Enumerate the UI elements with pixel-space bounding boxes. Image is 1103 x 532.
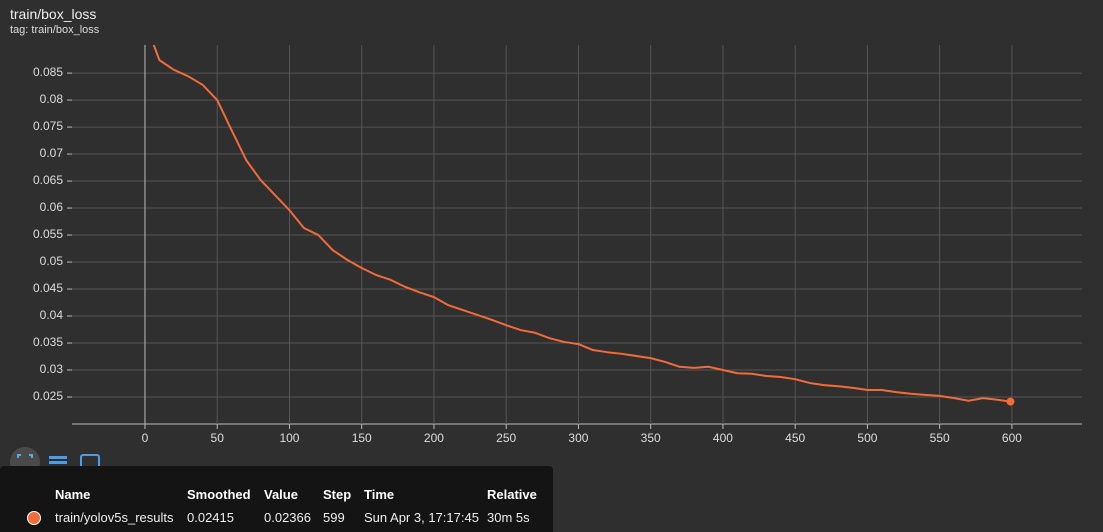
card-title: train/box_loss xyxy=(10,6,97,22)
col-relative: Relative xyxy=(487,487,537,502)
y-tick-label: 0.085 xyxy=(33,65,63,79)
x-tick-label: 150 xyxy=(352,431,372,445)
run-name: train/yolov5s_results xyxy=(55,510,174,525)
x-tick-label: 0 xyxy=(142,431,149,445)
run-swatch xyxy=(27,511,41,525)
y-tick-label: 0.04 xyxy=(40,308,64,322)
relative: 30m 5s xyxy=(487,510,530,525)
fit-icon xyxy=(17,454,33,470)
y-tick-label: 0.065 xyxy=(33,173,63,187)
x-tick-label: 450 xyxy=(785,431,805,445)
x-tick-label: 600 xyxy=(1002,431,1022,445)
x-tick-label: 550 xyxy=(930,431,950,445)
y-tick-label: 0.08 xyxy=(40,92,64,106)
y-tick-label: 0.025 xyxy=(33,389,63,403)
smoothed-value: 0.02415 xyxy=(187,510,234,525)
y-tick-label: 0.05 xyxy=(40,254,64,268)
x-tick-label: 50 xyxy=(211,431,225,445)
y-tick-label: 0.045 xyxy=(33,281,63,295)
end-point xyxy=(1006,397,1015,406)
col-name: Name xyxy=(55,487,91,502)
col-time: Time xyxy=(364,487,395,502)
x-tick-label: 350 xyxy=(641,431,661,445)
chart: 0.025 0.03 0.035 0.04 0.045 0.05 0.055 0.06 0.06… xyxy=(33,45,1082,445)
x-tick-label: 400 xyxy=(713,431,733,445)
col-smoothed: Smoothed xyxy=(187,487,251,502)
col-value: Value xyxy=(264,487,298,502)
y-tick-label: 0.035 xyxy=(33,335,63,349)
x-tick-label: 250 xyxy=(496,431,516,445)
x-tick-label: 200 xyxy=(424,431,444,445)
col-step: Step xyxy=(323,487,352,502)
raw-value: 0.02366 xyxy=(264,510,311,525)
x-tick-label: 500 xyxy=(857,431,877,445)
y-tick-label: 0.075 xyxy=(33,119,63,133)
x-tick-label: 300 xyxy=(568,431,588,445)
y-tick-label: 0.03 xyxy=(40,362,64,376)
x-tick-label: 100 xyxy=(279,431,299,445)
time: Sun Apr 3, 17:17:45 xyxy=(364,510,479,525)
series-line xyxy=(152,45,1011,403)
card-tag: tag: train/box_loss xyxy=(10,24,100,36)
y-tick-label: 0.06 xyxy=(40,200,64,214)
y-tick-label: 0.055 xyxy=(33,227,63,241)
grid: 0.025 0.03 0.035 0.04 0.045 0.05 0.055 0.06 0.06… xyxy=(33,45,1082,445)
tooltip: Name Smoothed Value Step Time Relative t… xyxy=(0,466,553,532)
step: 599 xyxy=(323,510,345,525)
plot-area xyxy=(152,45,1011,403)
y-tick-label: 0.07 xyxy=(40,146,64,160)
